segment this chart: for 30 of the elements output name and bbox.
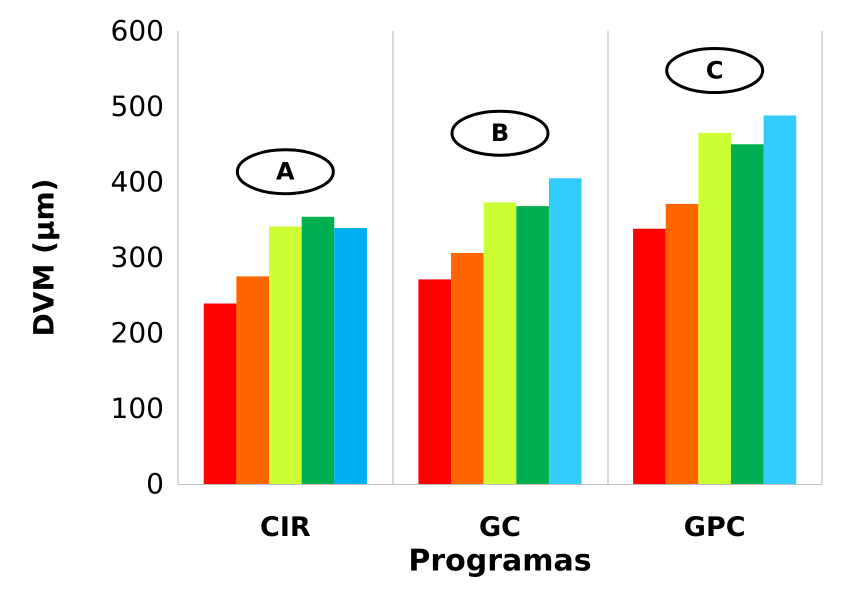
x-axis-title: Programas xyxy=(408,543,592,578)
bar xyxy=(236,276,270,484)
bar xyxy=(516,206,549,484)
y-tick-label: 100 xyxy=(110,392,164,425)
bar xyxy=(730,144,764,484)
bar xyxy=(484,202,516,484)
x-tick-label: CIR xyxy=(260,512,311,543)
y-tick-label: 600 xyxy=(110,14,164,48)
bar xyxy=(269,226,302,484)
annotation: A xyxy=(276,158,296,186)
bar xyxy=(451,252,484,484)
annotation: C xyxy=(706,56,724,85)
bar xyxy=(666,204,698,484)
x-tick-label: GC xyxy=(479,512,521,543)
y-tick-label: 200 xyxy=(110,316,164,350)
y-tick-label: 0 xyxy=(146,468,164,500)
y-tick-label: 400 xyxy=(110,166,164,198)
bar xyxy=(204,304,236,484)
x-tick-label: GPC xyxy=(684,512,746,543)
bar xyxy=(633,228,666,484)
annotation: B xyxy=(490,119,510,148)
y-axis-title: DVM (µm) xyxy=(28,178,60,336)
bar xyxy=(764,116,796,484)
bar xyxy=(334,228,367,484)
y-tick-label: 300 xyxy=(110,241,164,274)
bar xyxy=(302,216,334,484)
y-tick-label: 500 xyxy=(110,90,164,123)
bar xyxy=(698,132,731,484)
bar xyxy=(418,279,452,484)
bar xyxy=(548,178,582,484)
